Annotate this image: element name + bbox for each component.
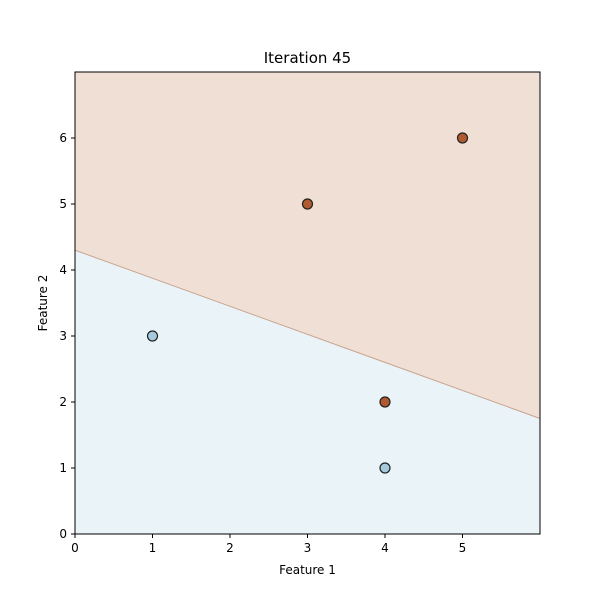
data-point-class-0 xyxy=(146,330,159,342)
x-tick-label: 5 xyxy=(459,541,467,555)
decision-boundary xyxy=(74,249,541,419)
y-tick-label: 3 xyxy=(59,329,67,343)
y-tick-label: 2 xyxy=(59,395,67,409)
y-axis-ticks: 0 1 2 3 4 5 6 xyxy=(59,131,75,541)
data-point-class-1 xyxy=(379,396,391,408)
region-class-0 xyxy=(75,250,540,534)
x-axis-ticks: 0 1 2 3 4 5 xyxy=(71,534,466,555)
data-points xyxy=(146,132,469,474)
chart-title: Iteration 45 xyxy=(264,49,351,67)
y-tick-label: 4 xyxy=(59,263,67,277)
x-axis-label: Feature 1 xyxy=(279,563,336,577)
data-point-class-1 xyxy=(301,198,314,210)
y-tick-label: 0 xyxy=(59,527,67,541)
x-tick-label: 2 xyxy=(226,541,234,555)
data-point-class-1 xyxy=(456,132,469,144)
y-tick-label: 5 xyxy=(59,197,67,211)
y-tick-label: 1 xyxy=(59,461,67,475)
y-tick-label: 6 xyxy=(59,131,67,145)
y-axis-label: Feature 2 xyxy=(36,275,50,332)
region-class-1 xyxy=(75,72,540,419)
x-tick-label: 1 xyxy=(149,541,157,555)
decision-regions xyxy=(75,72,540,534)
x-tick-label: 3 xyxy=(304,541,312,555)
x-tick-label: 4 xyxy=(381,541,389,555)
data-point-class-0 xyxy=(379,462,391,474)
x-tick-label: 0 xyxy=(71,541,79,555)
boundary-line xyxy=(74,249,541,419)
